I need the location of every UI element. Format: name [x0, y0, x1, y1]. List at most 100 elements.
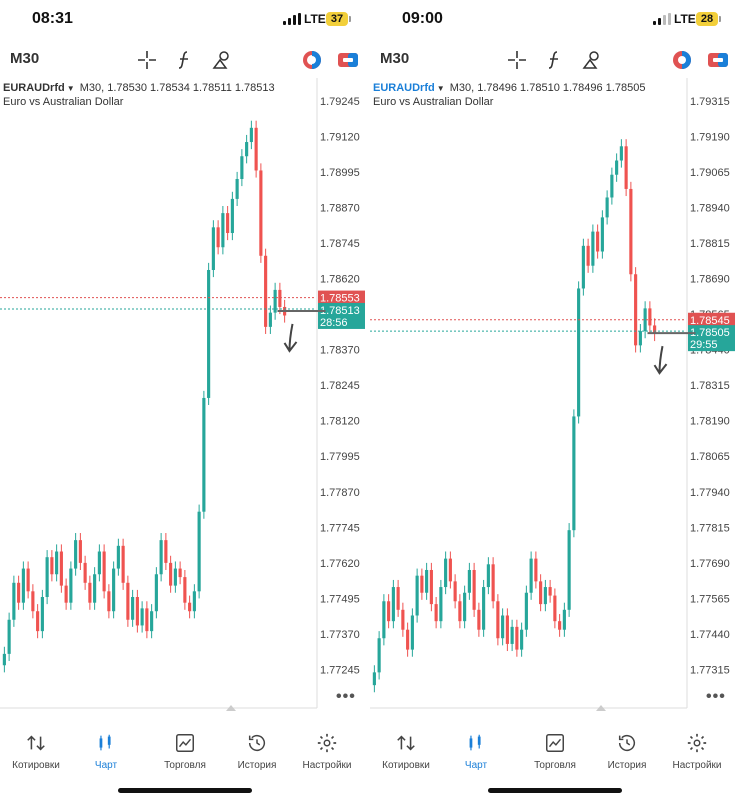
symbol-dropdown-icon[interactable]: ▼ — [66, 84, 75, 93]
more-icon[interactable]: ••• — [706, 688, 726, 705]
price-tick-label: 1.78870 — [320, 202, 360, 214]
candle-body — [648, 308, 652, 326]
candlestick-chart[interactable]: 1.79315 1.79190 1.79065 1.78940 1.78815 1.786… — [370, 78, 739, 712]
new-order-icon[interactable] — [706, 48, 730, 72]
candle-body — [154, 574, 158, 612]
price-chart[interactable]: 1.79315 1.79190 1.79065 1.78940 1.78815 1.786… — [370, 78, 739, 712]
chart-icon — [99, 734, 111, 751]
status-bar: 08:31 LTE 37 — [0, 0, 369, 40]
tab-trade[interactable]: Торговля — [520, 728, 590, 771]
indicators-icon[interactable] — [172, 48, 196, 72]
price-tick-label: 1.78940 — [690, 202, 730, 214]
one-click-trading-icon[interactable] — [670, 48, 694, 72]
symbol-info: EURAUDrfd ▼ M30, 1.78530 1.78534 1.78511 … — [3, 82, 275, 94]
candle-body — [69, 568, 73, 603]
candle-body — [116, 545, 120, 569]
crosshair-icon[interactable] — [505, 48, 529, 72]
candle-body — [410, 615, 414, 650]
candlestick-chart[interactable]: 1.79245 1.79120 1.78995 1.78870 1.78745 1.786… — [0, 78, 369, 712]
tab-label: Настройки — [302, 760, 352, 771]
indicators-icon[interactable] — [542, 48, 566, 72]
price-chart[interactable]: 1.79245 1.79120 1.78995 1.78870 1.78745 1.786… — [0, 78, 369, 712]
timeframe-button[interactable]: M30 — [10, 50, 40, 67]
candle-body — [31, 591, 35, 612]
candle-body — [453, 581, 457, 602]
crosshair-icon[interactable] — [135, 48, 159, 72]
candle-body — [135, 597, 139, 626]
network-label: LTE — [674, 12, 696, 26]
candle-body — [178, 568, 182, 578]
candle-body — [448, 558, 452, 582]
candle-body — [254, 127, 258, 171]
candle-body — [278, 289, 282, 307]
candle-body — [226, 213, 230, 234]
candle-body — [515, 626, 519, 650]
timeframe-button[interactable]: M30 — [380, 50, 410, 67]
tab-settings[interactable]: Настройки — [292, 728, 362, 771]
candle-body — [548, 587, 552, 596]
candle-body — [78, 540, 82, 563]
candle-body — [387, 601, 391, 622]
tab-history[interactable]: История — [222, 728, 292, 771]
tab-quotes[interactable]: Котировки — [371, 728, 441, 771]
objects-icon[interactable] — [580, 48, 604, 72]
candle-body — [425, 569, 429, 593]
candle-body — [562, 609, 566, 630]
chart-toolbar: M30 — [370, 42, 739, 78]
price-tick-label: 1.77245 — [320, 665, 360, 677]
candle-body — [472, 569, 476, 610]
settings-icon — [687, 733, 707, 753]
objects-icon[interactable] — [210, 48, 234, 72]
quotes-icon — [27, 735, 45, 751]
tab-trade[interactable]: Торговля — [150, 728, 220, 771]
candle-body — [202, 397, 206, 512]
candle-body — [600, 217, 604, 252]
candle-body — [249, 127, 253, 143]
home-indicator — [488, 788, 622, 793]
candle-body — [64, 585, 68, 603]
trade-icon — [546, 734, 564, 752]
new-order-icon[interactable] — [336, 48, 360, 72]
more-icon[interactable]: ••• — [336, 688, 356, 705]
price-tick-label: 1.77940 — [690, 487, 730, 499]
one-click-trading-icon[interactable] — [300, 48, 324, 72]
candle-body — [482, 587, 486, 630]
candle-body — [643, 308, 647, 332]
candle-body — [596, 231, 600, 252]
scroll-marker-icon[interactable] — [226, 705, 236, 711]
candle-body — [45, 557, 49, 598]
tab-settings[interactable]: Настройки — [662, 728, 732, 771]
tab-chart[interactable]: Чарт — [71, 728, 141, 771]
tab-label: Чарт — [464, 760, 488, 771]
candle-body — [221, 213, 225, 248]
candle-body — [401, 609, 405, 630]
price-tick-label: 1.78065 — [690, 451, 730, 463]
battery-tip — [719, 16, 721, 22]
candle-body — [211, 227, 215, 270]
candle-body — [235, 178, 239, 199]
trade-icon — [176, 734, 194, 752]
history-icon — [618, 735, 636, 752]
symbol-name[interactable]: EURAUDrfd — [373, 82, 435, 94]
candle-body — [107, 591, 111, 612]
candle-body — [59, 551, 63, 586]
symbol-dropdown-icon[interactable]: ▼ — [436, 84, 445, 93]
scroll-marker-icon[interactable] — [596, 705, 606, 711]
candle-timer: 29:55 — [690, 339, 718, 351]
candle-body — [624, 146, 628, 189]
symbol-name[interactable]: EURAUDrfd — [3, 82, 65, 94]
tab-label: История — [607, 760, 647, 771]
candle-body — [188, 602, 192, 612]
candle-body — [529, 558, 533, 593]
candle-body — [391, 587, 395, 622]
candle-body — [88, 582, 92, 603]
tab-history[interactable]: История — [592, 728, 662, 771]
candle-body — [245, 142, 249, 157]
tab-label: Котировки — [382, 760, 430, 771]
tab-quotes[interactable]: Котировки — [1, 728, 71, 771]
tab-label: Торговля — [164, 760, 206, 771]
tab-chart[interactable]: Чарт — [441, 728, 511, 771]
candle-body — [131, 597, 135, 620]
candle-body — [520, 629, 524, 650]
price-tick-label: 1.78690 — [690, 274, 730, 286]
